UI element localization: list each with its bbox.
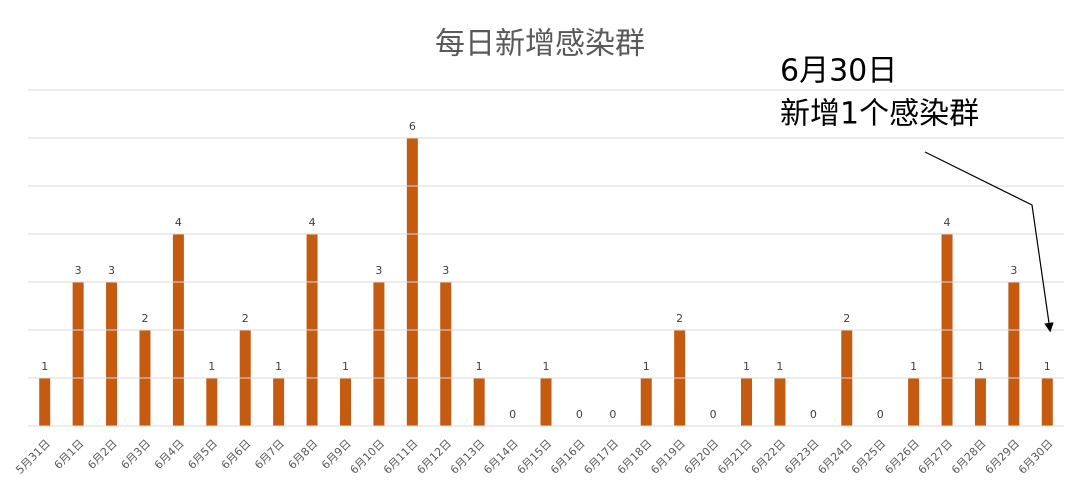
data-label: 1 <box>41 360 48 373</box>
x-tick-label: 6月6日 <box>219 437 254 472</box>
data-label: 1 <box>643 360 650 373</box>
x-tick-label: 6月3日 <box>119 437 154 472</box>
bar <box>373 282 385 426</box>
x-tick-label: 6月22日 <box>749 437 789 477</box>
data-label: 0 <box>609 408 616 421</box>
data-label: 3 <box>375 264 382 277</box>
bar <box>540 378 552 426</box>
data-label: 0 <box>810 408 817 421</box>
bar <box>640 378 652 426</box>
bar <box>72 282 84 426</box>
x-tick-label: 6月5日 <box>185 437 220 472</box>
x-tick-label: 6月25日 <box>849 437 889 477</box>
bar <box>273 378 285 426</box>
x-tick-label: 6月26日 <box>882 437 922 477</box>
x-tick-label: 6月18日 <box>615 437 655 477</box>
x-tick-label: 6月4日 <box>152 437 187 472</box>
data-label: 0 <box>509 408 516 421</box>
x-tick-label: 6月28日 <box>949 437 989 477</box>
x-tick-label: 6月11日 <box>381 437 421 477</box>
x-tick-label: 6月8日 <box>286 437 321 472</box>
bar <box>774 378 786 426</box>
bar <box>106 282 118 426</box>
bar <box>908 378 920 426</box>
x-tick-label: 6月14日 <box>481 437 521 477</box>
x-tick-label: 6月20日 <box>682 437 722 477</box>
data-label: 1 <box>342 360 349 373</box>
data-label: 1 <box>776 360 783 373</box>
chart-title: 每日新增感染群 <box>435 27 645 62</box>
data-label: 1 <box>543 360 550 373</box>
x-tick-label: 6月12日 <box>414 437 454 477</box>
bar <box>473 378 485 426</box>
x-tick-label: 6月15日 <box>515 437 555 477</box>
x-tick-label: 6月30日 <box>1016 437 1056 477</box>
data-label: 1 <box>208 360 215 373</box>
bar <box>39 378 51 426</box>
x-tick-label: 6月17日 <box>581 437 621 477</box>
x-tick-label: 6月29日 <box>983 437 1023 477</box>
x-tick-label: 6月1日 <box>52 437 87 472</box>
data-label: 2 <box>242 312 249 325</box>
bar <box>1041 378 1053 426</box>
annotation: 6月30日 <box>780 54 897 89</box>
bar <box>206 378 218 426</box>
data-label: 0 <box>710 408 717 421</box>
x-tick-label: 6月13日 <box>448 437 488 477</box>
data-label: 2 <box>141 312 148 325</box>
bar <box>974 378 986 426</box>
data-label: 1 <box>476 360 483 373</box>
data-label: 4 <box>944 216 951 229</box>
data-label: 3 <box>75 264 82 277</box>
data-label: 4 <box>175 216 182 229</box>
x-tick-label: 6月21日 <box>715 437 755 477</box>
x-tick-label: 6月16日 <box>548 437 588 477</box>
annotation-arrow <box>924 151 1054 333</box>
data-label: 0 <box>877 408 884 421</box>
data-label: 2 <box>676 312 683 325</box>
bar <box>1008 282 1020 426</box>
data-label: 2 <box>843 312 850 325</box>
data-label: 0 <box>576 408 583 421</box>
data-label: 1 <box>275 360 282 373</box>
data-label: 1 <box>977 360 984 373</box>
data-label: 1 <box>743 360 750 373</box>
annotation: 新增1个感染群 <box>780 97 979 132</box>
x-tick-label: 6月23日 <box>782 437 822 477</box>
x-tick-label: 6月19日 <box>648 437 688 477</box>
bar <box>741 378 753 426</box>
data-label: 1 <box>1044 360 1051 373</box>
data-label: 6 <box>409 120 416 133</box>
data-label: 4 <box>309 216 316 229</box>
data-label: 1 <box>910 360 917 373</box>
x-tick-label: 6月2日 <box>85 437 120 472</box>
bar <box>440 282 452 426</box>
data-label: 3 <box>442 264 449 277</box>
bar <box>339 378 351 426</box>
x-tick-label: 6月24日 <box>815 437 855 477</box>
data-label: 3 <box>1010 264 1017 277</box>
x-tick-label: 6月10日 <box>348 437 388 477</box>
data-label: 3 <box>108 264 115 277</box>
x-tick-label: 6月7日 <box>252 437 287 472</box>
x-tick-label: 6月27日 <box>916 437 956 477</box>
x-tick-label: 5月31日 <box>13 437 53 477</box>
